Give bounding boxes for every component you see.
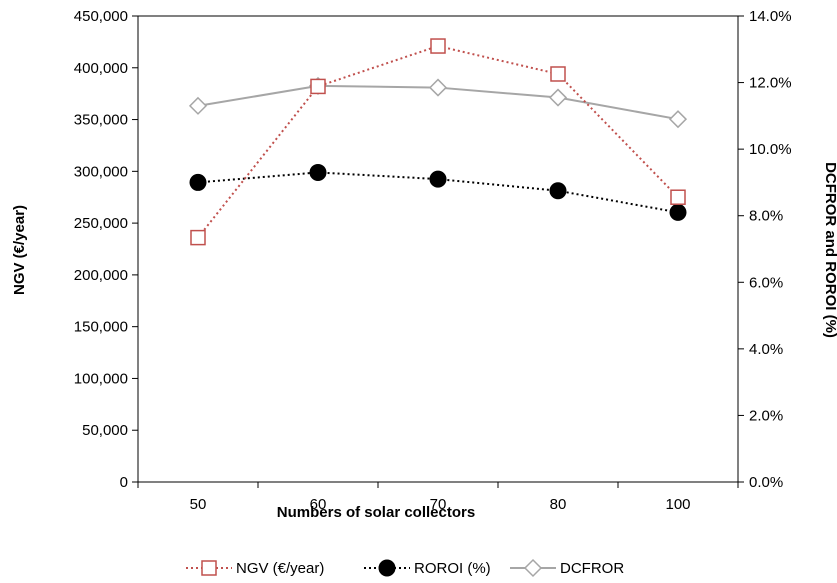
left-tick-label: 300,000: [74, 163, 128, 180]
plot-area: [137, 15, 739, 483]
right-tick-label: 14.0%: [749, 8, 792, 25]
data-point: [429, 170, 447, 188]
right-tick-label: 10.0%: [749, 141, 792, 158]
legend-item: ROROI (%): [364, 559, 491, 577]
series-circle-filled: [189, 163, 687, 221]
series-diamond-open: [188, 76, 688, 129]
x-axis-title: Numbers of solar collectors: [277, 504, 475, 521]
left-tick-label: 0: [120, 474, 128, 491]
data-point: [548, 88, 568, 107]
plot-border: [137, 15, 739, 483]
left-tick-label: 150,000: [74, 319, 128, 336]
right-tick-label: 6.0%: [749, 274, 783, 291]
legend-item: DCFROR: [510, 558, 624, 578]
x-tick-label: 100: [665, 496, 690, 513]
data-point: [669, 203, 687, 221]
right-tick-label: 0.0%: [749, 474, 783, 491]
left-tick-label: 450,000: [74, 8, 128, 25]
legend-item: NGV (€/year): [186, 560, 324, 577]
left-axis: 0 50,000 100,000 150,000 200,000 250,000 300,0…: [74, 8, 138, 491]
data-point: [549, 182, 567, 200]
right-axis-title: DCFROR and ROROI (%): [822, 162, 837, 338]
data-point: [188, 96, 208, 115]
left-tick-label: 100,000: [74, 370, 128, 387]
left-tick-label: 250,000: [74, 215, 128, 232]
x-tick-label: 70: [430, 496, 447, 513]
legend: NGV (€/year) ROROI (%) DCFROR: [186, 558, 624, 578]
data-point: [550, 66, 566, 82]
data-point: [310, 78, 326, 95]
data-point: [668, 110, 688, 129]
x-tick-label: 60: [310, 496, 327, 513]
right-tick-label: 12.0%: [749, 75, 792, 92]
x-tick-label: 50: [190, 496, 207, 513]
legend-marker: [201, 560, 217, 576]
left-tick-label: 50,000: [82, 422, 128, 439]
right-tick-label: 2.0%: [749, 407, 783, 424]
series-line: [197, 44, 679, 239]
data-point: [190, 229, 206, 246]
x-tick-label: 80: [550, 496, 567, 513]
left-tick-label: 200,000: [74, 267, 128, 284]
left-tick-label: 350,000: [74, 112, 128, 129]
left-tick-label: 400,000: [74, 60, 128, 77]
x-axis: 50 60 70 80 100: [137, 482, 739, 513]
series-square-open: [190, 38, 686, 246]
series-layer: [188, 38, 688, 246]
right-tick-label: 4.0%: [749, 341, 783, 358]
legend-marker: [378, 559, 396, 577]
data-point: [430, 38, 446, 54]
data-point: [670, 189, 686, 205]
right-axis: 0.0% 2.0% 4.0% 6.0% 8.0% 10.0% 12.0% 14.0%: [738, 8, 792, 491]
data-point: [189, 173, 207, 191]
legend-label: ROROI (%): [414, 560, 491, 577]
left-axis-title: NGV (€/year): [11, 205, 28, 295]
right-tick-label: 8.0%: [749, 208, 783, 225]
legend-marker: [523, 558, 543, 578]
legend-label: NGV (€/year): [236, 560, 324, 577]
data-point: [309, 163, 327, 181]
legend-label: DCFROR: [560, 560, 624, 577]
data-point: [428, 78, 448, 97]
